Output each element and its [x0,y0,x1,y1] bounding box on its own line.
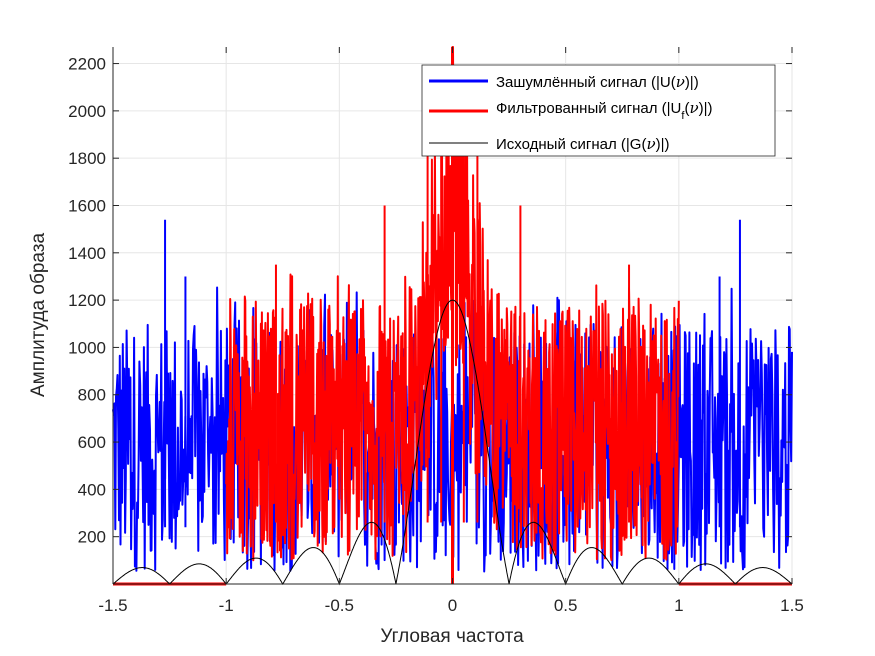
x-tick-label: 0.5 [554,596,578,615]
x-tick-label: 1 [674,596,683,615]
y-axis-label: Амплитуда образа [28,233,49,398]
y-tick-label: 600 [78,433,106,452]
y-tick-label: 1800 [68,149,106,168]
x-tick-label: -0.5 [325,596,354,615]
y-tick-label: 800 [78,386,106,405]
legend-entry-original: Исходный сигнал (|G(ν)|) [496,135,669,153]
x-tick-label: -1.5 [98,596,127,615]
axes [112,47,793,585]
x-axis-label: Угловая частота [380,626,524,647]
x-tick-label: 1.5 [780,596,804,615]
y-tick-label: 400 [78,480,106,499]
y-tick-label: 1400 [68,244,106,263]
y-tick-label: 200 [78,528,106,547]
y-tick-label: 2200 [68,55,106,74]
y-tick-label: 1600 [68,196,106,215]
x-tick-label: 0 [448,596,457,615]
legend-entry-noisy: Зашумлённый сигнал (|U(ν)|) [496,73,699,91]
y-tick-label: 1200 [68,291,106,310]
y-tick-label: 1000 [68,338,106,357]
legend-entry-filtered: Фильтрованный сигнал (|Uf(ν)|) [496,99,712,122]
tick-labels: -1.5 -1 -0.5 0 0.5 1 1.5 200 400 600 800 1000 1200 14… [68,55,804,615]
y-tick-label: 2000 [68,102,106,121]
x-tick-label: -1 [219,596,234,615]
legend: Зашумлённый сигнал (|U(ν)|) Фильтрованны… [421,64,776,157]
